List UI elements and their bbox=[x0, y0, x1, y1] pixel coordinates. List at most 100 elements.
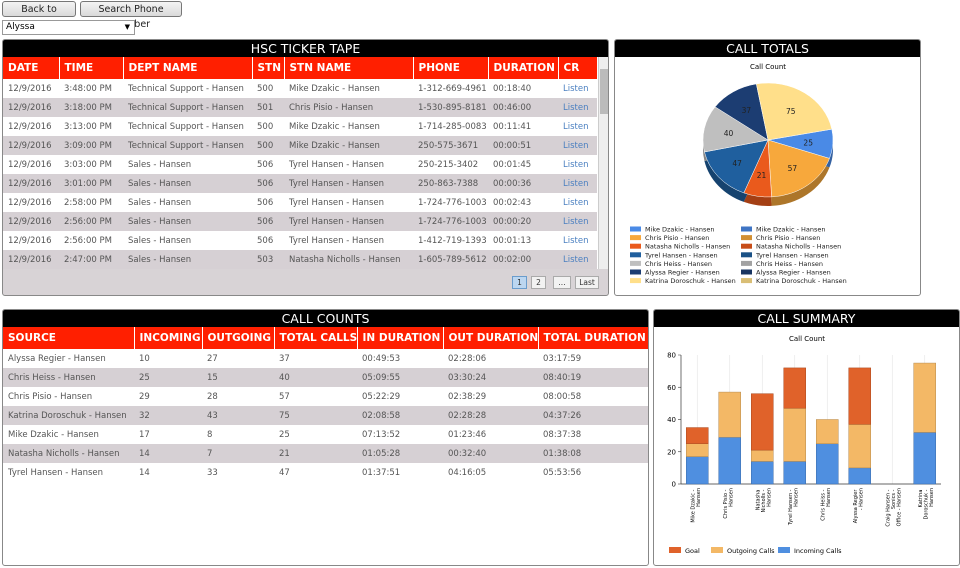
table-cell: 40 bbox=[274, 368, 357, 387]
legend-swatch bbox=[778, 547, 790, 553]
listen-link[interactable]: Listen bbox=[558, 250, 597, 269]
table-cell: 02:28:06 bbox=[448, 353, 487, 364]
panel-title: CALL SUMMARY bbox=[654, 310, 959, 327]
legend-swatch bbox=[741, 235, 752, 241]
x-tick-label: Alyssa Regier - Hansen bbox=[853, 488, 865, 523]
table-cell: Sales - Hansen bbox=[128, 197, 192, 208]
table-cell: 1-530-895-8181 bbox=[413, 98, 488, 117]
bar-segment bbox=[718, 436, 741, 485]
listen-link[interactable]: Listen bbox=[563, 159, 589, 170]
x-tick-label: Mike Dzakic - Hansen bbox=[690, 488, 702, 523]
legend-swatch bbox=[669, 547, 681, 553]
table-cell: 500 bbox=[257, 121, 274, 132]
scrollbar[interactable] bbox=[598, 57, 608, 269]
legend-label: Natasha Nicholls - Hansen bbox=[756, 243, 841, 251]
column-header: CR bbox=[558, 57, 598, 79]
table-cell: Sales - Hansen bbox=[128, 159, 192, 170]
bar-segment bbox=[751, 449, 774, 462]
y-tick-label: 20 bbox=[667, 448, 676, 456]
table-cell: 17 bbox=[139, 429, 150, 440]
page-button[interactable]: 2 bbox=[531, 276, 546, 289]
slice-label: 75 bbox=[786, 107, 796, 116]
table-cell: 05:53:56 bbox=[543, 467, 582, 478]
column-header: TOTAL CALLS bbox=[274, 327, 358, 349]
legend-swatch bbox=[741, 278, 752, 284]
select-value: Alyssa bbox=[6, 22, 35, 32]
table-cell: 01:38:08 bbox=[538, 444, 648, 463]
bar-segment bbox=[718, 391, 741, 438]
bar-segment bbox=[848, 367, 871, 425]
panel-title: CALL TOTALS bbox=[615, 40, 920, 57]
panel-title: CALL COUNTS bbox=[3, 310, 648, 327]
table-cell: 12/9/2016 bbox=[3, 250, 59, 269]
legend-label: Chris Pisio - Hansen bbox=[756, 234, 820, 242]
table-cell: 3:13:00 PM bbox=[64, 121, 112, 132]
table-cell: 506 bbox=[252, 174, 284, 193]
listen-link[interactable]: Listen bbox=[563, 83, 589, 94]
table-cell: 00:00:51 bbox=[488, 136, 558, 155]
column-header: TOTAL DURATION bbox=[538, 327, 648, 349]
listen-link[interactable]: Listen bbox=[563, 121, 589, 132]
table-cell: 02:38:29 bbox=[448, 391, 487, 402]
page-button[interactable]: ... bbox=[553, 276, 571, 289]
page-button[interactable]: 1 bbox=[512, 276, 527, 289]
table-cell: 04:16:05 bbox=[448, 467, 487, 478]
table-cell: Sales - Hansen bbox=[123, 212, 252, 231]
bar-segment bbox=[751, 393, 774, 451]
listen-link[interactable]: Listen bbox=[558, 136, 597, 155]
table-cell: 00:00:20 bbox=[488, 212, 558, 231]
table-cell: 12/9/2016 bbox=[8, 121, 52, 132]
table-cell: 57 bbox=[279, 391, 290, 402]
bar-segment bbox=[816, 419, 839, 444]
user-select[interactable]: Alyssa ▼ bbox=[2, 20, 135, 35]
slice-label: 25 bbox=[803, 138, 813, 147]
table-cell: 00:18:40 bbox=[493, 83, 532, 94]
slice bbox=[704, 139, 769, 194]
table-cell: 2:56:00 PM bbox=[59, 212, 123, 231]
legend-label: Alyssa Regier - Hansen bbox=[756, 269, 831, 277]
table-cell: 37 bbox=[279, 353, 290, 364]
table-row: 12/9/2016 3:03:00 PM Sales - Hansen 506 Tyre… bbox=[3, 155, 597, 174]
listen-link[interactable]: Listen bbox=[558, 98, 597, 117]
listen-link[interactable]: Listen bbox=[558, 212, 597, 231]
scroll-thumb[interactable] bbox=[600, 69, 608, 114]
listen-link[interactable]: Listen bbox=[563, 235, 589, 246]
bar-segment bbox=[913, 362, 936, 433]
table-cell: 01:23:46 bbox=[448, 429, 487, 440]
table-cell: 12/9/2016 bbox=[3, 212, 59, 231]
table-cell: 3:48:00 PM bbox=[64, 83, 112, 94]
table-cell: 08:40:19 bbox=[538, 368, 648, 387]
bar-segment bbox=[783, 461, 806, 485]
listen-link[interactable]: Listen bbox=[563, 197, 589, 208]
slice-label: 21 bbox=[757, 171, 767, 180]
table-row: Chris Pisio - Hansen 29 28 57 05:22:29 02:38:… bbox=[3, 387, 648, 406]
table-cell: 00:46:00 bbox=[488, 98, 558, 117]
back-button[interactable]: Back to Reports bbox=[2, 1, 76, 30]
y-tick-label: 80 bbox=[667, 352, 676, 360]
legend-swatch bbox=[630, 252, 641, 258]
legend-label: Chris Pisio - Hansen bbox=[645, 234, 709, 242]
page-button[interactable]: Last bbox=[575, 276, 599, 289]
legend-label: Chris Heiss - Hansen bbox=[756, 260, 823, 268]
panel-title: HSC TICKER TAPE bbox=[3, 40, 608, 57]
table-cell: 33 bbox=[207, 467, 218, 478]
table-row: Tyrel Hansen - Hansen 14 33 47 01:37:51 04:16… bbox=[3, 463, 648, 482]
bar-segment bbox=[848, 467, 871, 485]
bar-segment bbox=[686, 456, 709, 485]
x-tick-label: Katrina Doroschuk - Hansen bbox=[918, 488, 935, 519]
table-cell: 27 bbox=[207, 353, 218, 364]
legend-swatch bbox=[741, 243, 752, 249]
bar-chart: Call Count 0 20 40 60 80 Mike Dzakic - Hansen C… bbox=[667, 335, 941, 555]
legend-label: Tyrel Hansen - Hansen bbox=[644, 251, 718, 259]
x-tick-label: Tyrel Hansen - Hansen bbox=[788, 488, 800, 526]
table-cell: 3:18:00 PM bbox=[59, 98, 123, 117]
table-cell: Technical Support - Hansen bbox=[123, 136, 252, 155]
listen-link[interactable]: Listen bbox=[558, 174, 597, 193]
table-cell: 500 bbox=[257, 83, 274, 94]
pie-chart: Call Count 25 57 21 47 40 37 75 Mike Dzakic - Ha… bbox=[630, 63, 847, 285]
column-header: OUTGOING bbox=[202, 327, 275, 349]
table-cell: 506 bbox=[257, 159, 274, 170]
search-button[interactable]: Search Phone Number bbox=[80, 1, 182, 30]
table-cell: 07:13:52 bbox=[362, 429, 401, 440]
